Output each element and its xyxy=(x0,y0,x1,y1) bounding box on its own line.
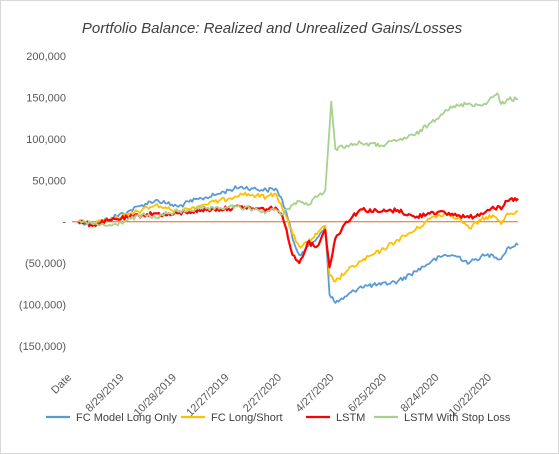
y-tick-label: 50,000 xyxy=(32,175,66,187)
legend-label: FC Model Long Only xyxy=(76,412,177,424)
legend-label: FC Long/Short xyxy=(211,412,283,424)
series-line-1 xyxy=(77,185,519,304)
x-tick-label: 4/27/2020 xyxy=(294,372,337,415)
series-line-2 xyxy=(77,191,519,283)
y-tick-label: (50,000) xyxy=(25,258,66,270)
x-tick-label: 8/24/2020 xyxy=(399,372,442,415)
x-tick-label: 2/27/2020 xyxy=(241,372,284,415)
x-tick-label: 6/25/2020 xyxy=(346,372,389,415)
y-tick-label: 200,000 xyxy=(26,51,66,63)
chart-title: Portfolio Balance: Realized and Unrealiz… xyxy=(82,20,463,37)
legend-label: LSTM With Stop Loss xyxy=(404,412,511,424)
y-tick-label: 150,000 xyxy=(26,92,66,104)
y-axis-ticks: 200,000 150,000 100,000 50,000 - (50,000) (100… xyxy=(19,51,66,353)
x-tick-label: 8/29/2019 xyxy=(84,372,127,415)
series-line-3 xyxy=(77,197,519,269)
x-tick-label: Date xyxy=(49,372,74,397)
legend: FC Model Long Only FC Long/Short LSTM LSTM … xyxy=(46,412,511,424)
legend-label: LSTM xyxy=(336,412,365,424)
y-tick-label: (150,000) xyxy=(19,341,66,353)
y-tick-label: (100,000) xyxy=(19,300,66,312)
y-tick-label: - xyxy=(62,217,66,229)
series-line-4 xyxy=(77,92,519,227)
y-tick-label: 100,000 xyxy=(26,134,66,146)
series-lines xyxy=(77,92,519,304)
